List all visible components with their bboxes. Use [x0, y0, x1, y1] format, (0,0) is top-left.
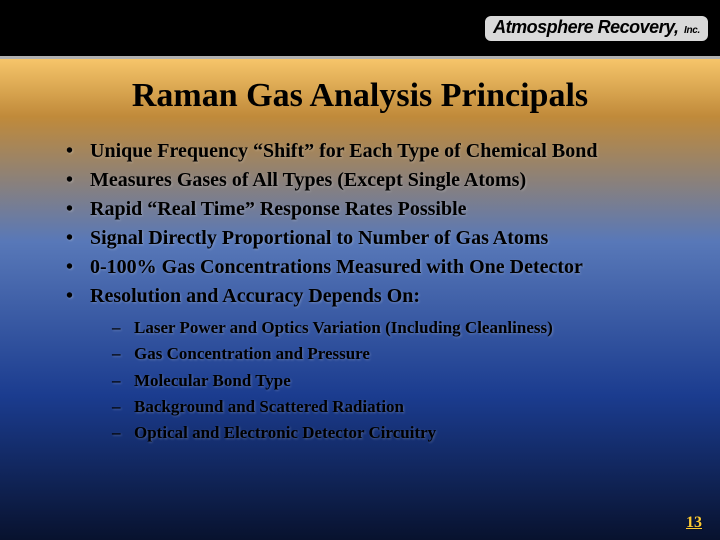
page-number: 13 — [686, 514, 702, 532]
bullet-item: Rapid “Real Time” Response Rates Possibl… — [60, 195, 690, 224]
bullet-text: Unique Frequency “Shift” for Each Type o… — [90, 140, 597, 162]
bullet-text: 0-100% Gas Concentrations Measured with … — [90, 256, 583, 278]
header-bar: Atmosphere Recovery, Inc. — [0, 0, 720, 56]
company-logo: Atmosphere Recovery, Inc. — [483, 14, 710, 43]
bullet-text: Signal Directly Proportional to Number o… — [90, 227, 548, 249]
bullet-item: 0-100% Gas Concentrations Measured with … — [60, 253, 690, 282]
slide-title: Raman Gas Analysis Principals — [30, 77, 690, 115]
sub-bullet-item: Gas Concentration and Pressure — [108, 341, 690, 367]
bullet-item: Signal Directly Proportional to Number o… — [60, 224, 690, 253]
content-area: Raman Gas Analysis Principals Unique Fre… — [0, 59, 720, 540]
sub-bullet-item: Molecular Bond Type — [108, 368, 690, 394]
logo-text-suffix: Inc. — [684, 25, 700, 36]
bullet-text: Measures Gases of All Types (Except Sing… — [90, 169, 526, 191]
sub-bullet-item: Background and Scattered Radiation — [108, 394, 690, 420]
sub-bullet-list: Laser Power and Optics Variation (Includ… — [108, 315, 690, 447]
bullet-item: Measures Gases of All Types (Except Sing… — [60, 166, 690, 195]
sub-bullet-item: Laser Power and Optics Variation (Includ… — [108, 315, 690, 341]
bullet-item: Unique Frequency “Shift” for Each Type o… — [60, 137, 690, 166]
slide: Atmosphere Recovery, Inc. Raman Gas Anal… — [0, 0, 720, 540]
sub-bullet-item: Optical and Electronic Detector Circuitr… — [108, 420, 690, 446]
bullet-text: Rapid “Real Time” Response Rates Possibl… — [90, 198, 467, 220]
bullet-list: Unique Frequency “Shift” for Each Type o… — [60, 137, 690, 447]
bullet-text: Resolution and Accuracy Depends On: — [90, 285, 420, 307]
bullet-item: Resolution and Accuracy Depends On: Laser… — [60, 282, 690, 447]
logo-text-main: Atmosphere Recovery, — [493, 17, 678, 37]
